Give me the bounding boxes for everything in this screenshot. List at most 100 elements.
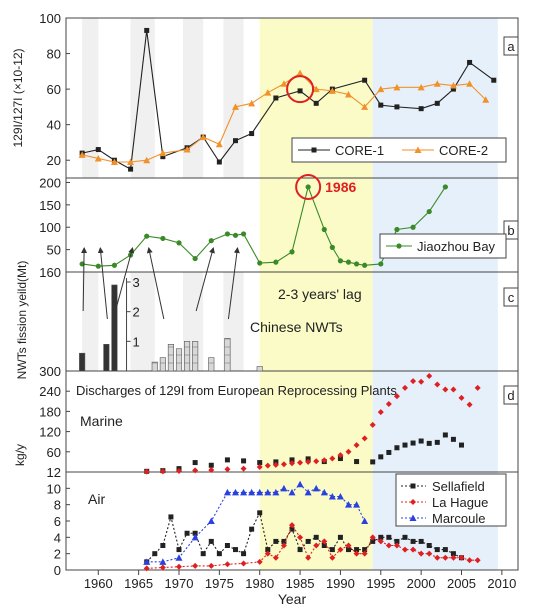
panel-a-series-1-point — [215, 140, 223, 148]
panel-d-air-series-2-point — [312, 484, 320, 492]
panel-d-marine-series-1-point — [143, 468, 150, 475]
panel-d-air-series-0-point — [281, 538, 287, 544]
panel-d-air-series-2-point — [353, 501, 361, 508]
panel-d-marine-series-1-point — [329, 455, 336, 462]
panel-a-series-0-point — [95, 147, 101, 153]
panel-a-series-1-point — [127, 158, 135, 165]
panel-d-marine-series-0-point — [305, 456, 311, 462]
panel-a-series-0-point — [273, 95, 279, 101]
panel-b-series-0-point — [208, 238, 214, 244]
panel-a-series-1-point — [143, 156, 151, 164]
panel-label-c: c — [508, 290, 515, 305]
panel-d-air-series-0-point — [329, 547, 335, 553]
panel-b-series-0-point — [321, 226, 327, 233]
panel-d-air-series-2-point — [240, 488, 248, 496]
legend-a-marker — [311, 147, 317, 153]
panel-d-air-series-0-point — [442, 547, 448, 553]
panel-c-bar-1 — [79, 352, 86, 372]
panel-d-air-series-2-point — [304, 488, 312, 496]
panel-d-marine-series-1-point — [321, 457, 328, 464]
panel-d-air-series-2-point — [320, 488, 328, 496]
panel-a-series-0-point — [394, 104, 400, 110]
panel-d-air-series-1-point — [192, 562, 199, 569]
panel-d-air-series-0-point — [208, 538, 214, 544]
panel-d-air-series-1-point — [402, 546, 408, 553]
panel-d-air-series-1-point — [434, 554, 441, 561]
panel-label-b: b — [507, 223, 514, 238]
panel-d-air-ytick-label: 2 — [54, 547, 61, 562]
panel-d-air-series-0-point — [241, 551, 247, 557]
panel-a-series-1-point — [232, 103, 239, 110]
panel-d-air-series-0-point — [313, 534, 319, 540]
panel-d-air-series-0-point — [224, 543, 230, 548]
panel-d-air-series-2-point — [328, 493, 336, 500]
panel-label-box-c — [503, 287, 519, 307]
panel-a-series-1-point — [482, 96, 490, 103]
panel-d-marine-series-1-point — [442, 386, 449, 393]
legend-d-marker — [410, 499, 416, 505]
panel-c-bar-0 — [208, 357, 215, 372]
panel-d-marine-series-1-point — [159, 468, 166, 475]
panel-d-marine-series-1-point — [208, 466, 215, 473]
panel-b-series-0-point — [192, 255, 198, 262]
panel-d-air-series-2-point — [296, 480, 304, 488]
panel-a-series-1-point — [264, 89, 272, 96]
panel-d-air-series-1-point — [337, 546, 344, 553]
panel-a-series-1-point — [280, 80, 288, 87]
panel-a-series-0-point — [362, 77, 368, 83]
panel-a-series-0-point — [434, 100, 440, 106]
panel-d-air-series-2-point — [288, 488, 296, 496]
panel-b-series-0-point — [240, 231, 247, 237]
lag-arrow — [81, 247, 88, 312]
panel-a-ytick-label: 20 — [47, 153, 61, 168]
legend-a-label: CORE-1 — [335, 143, 384, 158]
panel-b-series-0-point — [95, 263, 101, 269]
panel-a-series-1-point — [296, 69, 304, 77]
panel-d-marine-series-1-point — [369, 421, 376, 428]
panel-d-air-series-1-point — [272, 554, 279, 561]
panel-b-series-0-point — [362, 262, 368, 268]
panel-d-air-series-1-point — [240, 560, 247, 567]
panel-d-marine-label: Marine — [80, 413, 123, 429]
panel-d-marine-series-0-point — [386, 449, 392, 455]
panel-d-air-series-2-point — [175, 554, 183, 561]
panel-d-air-series-2-point — [223, 488, 231, 496]
panel-a-series-0-point — [128, 166, 134, 172]
panel-a-series-1-point — [433, 80, 441, 87]
x-tick-label: 2000 — [407, 576, 436, 591]
panel-d-air-series-0-point — [233, 547, 238, 553]
panel-d-marine-series-1-point — [450, 386, 457, 393]
panel-d-air-series-0-point — [418, 538, 424, 544]
panel-b-series-0-point — [442, 184, 448, 190]
panel-d-air-ytick-label: 6 — [54, 514, 61, 529]
panel-d-marine-series-1-point — [289, 460, 295, 467]
panel-b-series-0-point — [305, 184, 311, 190]
panel-d-marine-ytick-label: 240 — [39, 384, 61, 399]
panel-a-series-1-point — [183, 146, 191, 153]
panel-d-air-series-0-point — [362, 547, 368, 553]
panel-d-marine-series-1-point — [176, 467, 182, 474]
highlight-circle-a — [286, 75, 315, 104]
panel-b-series-0-point — [273, 259, 279, 265]
panel-c-ylabel: NWTs fission yeild(Mt) — [15, 261, 29, 380]
panel-c-inner-tick-label: 3 — [133, 275, 140, 290]
panel-d-air-series-1-point — [369, 534, 376, 541]
panel-d-marine-series-0-point — [241, 458, 247, 464]
panel-d-air-series-0-point — [337, 534, 343, 540]
x-tick-label: 1975 — [205, 576, 234, 591]
panel-d-air-series-0-point — [450, 551, 456, 557]
panel-a-series-1-point — [377, 85, 385, 93]
panel-b-series-0-point — [410, 224, 416, 230]
panel-d-air-series-0-point — [168, 514, 174, 520]
panel-d-air-series-1-point — [458, 554, 465, 561]
panel-d-marine-series-1-point — [280, 461, 287, 468]
panel-d-marine-ytick-label: 60 — [47, 445, 61, 460]
panel-a-series-1-point — [393, 83, 401, 91]
panel-d-air-series-0-point — [160, 543, 166, 548]
legend-d-label: La Hague — [432, 495, 488, 510]
highlight-circle-b — [295, 173, 322, 200]
panel-d-air-series-2-point — [143, 558, 151, 565]
x-axis-title: Year — [278, 591, 307, 607]
x-tick-label: 1980 — [245, 576, 274, 591]
panel-a-series-0-point — [160, 154, 166, 160]
